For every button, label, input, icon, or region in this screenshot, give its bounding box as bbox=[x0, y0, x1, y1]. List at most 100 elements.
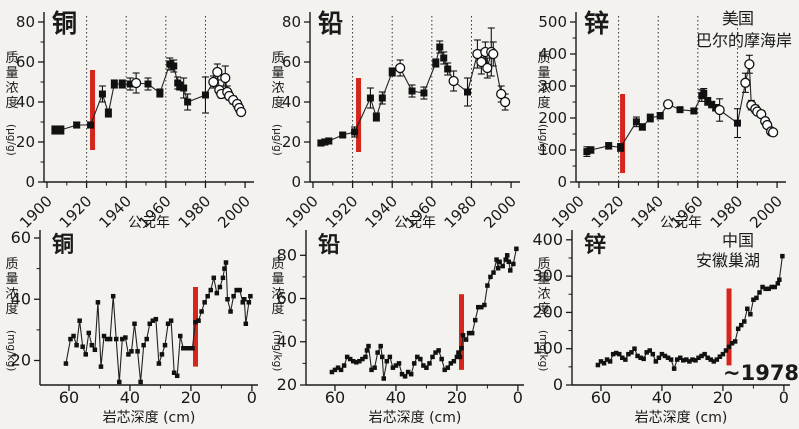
x-tick-label: 1980 bbox=[707, 192, 747, 232]
filled-square-marker bbox=[325, 137, 333, 145]
filled-square-marker bbox=[98, 364, 104, 369]
filled-square-marker bbox=[381, 376, 386, 381]
y-tick-label: 0 bbox=[557, 173, 567, 191]
filled-square-marker bbox=[745, 306, 750, 312]
filled-square-marker bbox=[754, 295, 759, 301]
filled-square-marker bbox=[632, 118, 640, 126]
filled-square-marker bbox=[491, 270, 496, 275]
filled-square-marker bbox=[650, 351, 656, 357]
filled-square-marker bbox=[74, 342, 79, 348]
red-reference-bar bbox=[458, 294, 464, 370]
filled-square-marker bbox=[638, 123, 646, 131]
y-tick-label: 40 bbox=[277, 332, 297, 351]
filled-square-marker bbox=[436, 43, 444, 51]
y-tick-label: 500 bbox=[538, 13, 567, 31]
filled-square-marker bbox=[317, 139, 325, 147]
chart-depth-copper: 20 40 60 60 40 20 0 岩芯深度 (cm) 质量浓度 (mg/kg) 铜 bbox=[0, 228, 266, 429]
filled-square-marker bbox=[595, 362, 601, 368]
filled-square-marker bbox=[653, 359, 659, 364]
filled-square-marker bbox=[751, 297, 756, 302]
filled-square-marker bbox=[629, 350, 634, 355]
x-axis-label: 岩芯深度 (cm) bbox=[635, 410, 728, 426]
svg-text:质: 质 bbox=[271, 51, 284, 66]
x-tick-label: 40 bbox=[120, 388, 140, 407]
filled-square-marker bbox=[454, 354, 460, 360]
filled-square-marker bbox=[463, 337, 469, 342]
x-tick-label: 60 bbox=[591, 388, 611, 407]
filled-square-marker bbox=[444, 65, 452, 73]
filled-square-marker bbox=[748, 311, 753, 317]
y-tick-label: 80 bbox=[282, 13, 301, 31]
open-circle-marker bbox=[130, 77, 142, 89]
x-tick-label: 1900 bbox=[16, 192, 56, 232]
panel-title: 铅 bbox=[318, 232, 340, 258]
filled-square-marker bbox=[184, 98, 192, 106]
y-tick-label: 40 bbox=[16, 93, 35, 111]
filled-square-marker bbox=[214, 290, 220, 296]
x-tick-label: 20 bbox=[447, 388, 467, 407]
filled-square-marker bbox=[63, 361, 69, 366]
svg-text:度: 度 bbox=[537, 301, 550, 317]
filled-square-marker bbox=[199, 309, 204, 314]
filled-square-marker bbox=[772, 284, 778, 290]
series-line bbox=[65, 262, 251, 382]
filled-square-marker bbox=[375, 350, 380, 355]
filled-square-marker bbox=[237, 287, 242, 293]
svg-text:浓: 浓 bbox=[271, 287, 284, 302]
filled-square-marker bbox=[482, 302, 487, 308]
filled-square-marker bbox=[379, 354, 385, 360]
filled-square-marker bbox=[184, 346, 189, 351]
y-tick-label: 400 bbox=[532, 230, 563, 249]
open-circle-marker bbox=[662, 99, 674, 110]
y-tick-label: 0 bbox=[553, 375, 563, 394]
filled-square-marker bbox=[369, 367, 374, 373]
filled-square-marker bbox=[68, 336, 73, 342]
filled-square-marker bbox=[700, 89, 708, 97]
filled-square-marker bbox=[601, 360, 607, 366]
filled-square-marker bbox=[92, 347, 98, 353]
filled-square-marker bbox=[690, 357, 695, 362]
x-tick-label: 0 bbox=[247, 388, 257, 407]
chart-year-lead: 0 20 40 60 80 1900 1920 1940 1960 1980 2000 公元年质量浓度… bbox=[266, 0, 532, 232]
filled-square-marker bbox=[181, 346, 186, 351]
x-tick-label: 1980 bbox=[441, 192, 481, 232]
filled-square-marker bbox=[708, 101, 716, 109]
filled-square-marker bbox=[378, 94, 386, 102]
filled-square-marker bbox=[144, 80, 152, 88]
filled-square-marker bbox=[418, 356, 423, 362]
filled-square-marker bbox=[456, 350, 461, 355]
red-reference-bar bbox=[356, 78, 362, 152]
filled-square-marker bbox=[126, 352, 131, 357]
filled-square-marker bbox=[120, 336, 125, 342]
filled-square-marker bbox=[168, 318, 174, 323]
svg-text:质: 质 bbox=[537, 51, 550, 66]
y-axis-unit: (mg/kg) bbox=[271, 330, 283, 371]
filled-square-marker bbox=[159, 352, 165, 357]
filled-square-marker bbox=[104, 109, 112, 117]
filled-square-marker bbox=[617, 143, 625, 151]
x-tick-label: 1920 bbox=[56, 192, 96, 232]
filled-square-marker bbox=[378, 343, 383, 349]
filled-square-marker bbox=[363, 354, 368, 360]
axes: 20 40 60 60 40 20 0 bbox=[11, 228, 258, 407]
x-axis-label: 公元年 bbox=[128, 215, 170, 231]
filled-square-marker bbox=[354, 360, 359, 365]
filled-square-marker bbox=[242, 297, 247, 302]
filled-square-marker bbox=[732, 339, 738, 344]
red-reference-bar bbox=[726, 288, 732, 366]
filled-square-marker bbox=[646, 114, 654, 122]
panel-title: 铜 bbox=[52, 9, 77, 38]
filled-square-marker bbox=[117, 379, 122, 385]
filled-square-marker bbox=[366, 94, 374, 102]
filled-square-marker bbox=[223, 260, 229, 265]
filled-square-marker bbox=[338, 367, 344, 373]
filled-square-marker bbox=[248, 293, 253, 299]
filled-square-marker bbox=[162, 342, 168, 348]
filled-square-marker bbox=[445, 365, 451, 370]
filled-square-marker bbox=[644, 350, 649, 355]
filled-square-marker bbox=[341, 363, 347, 368]
